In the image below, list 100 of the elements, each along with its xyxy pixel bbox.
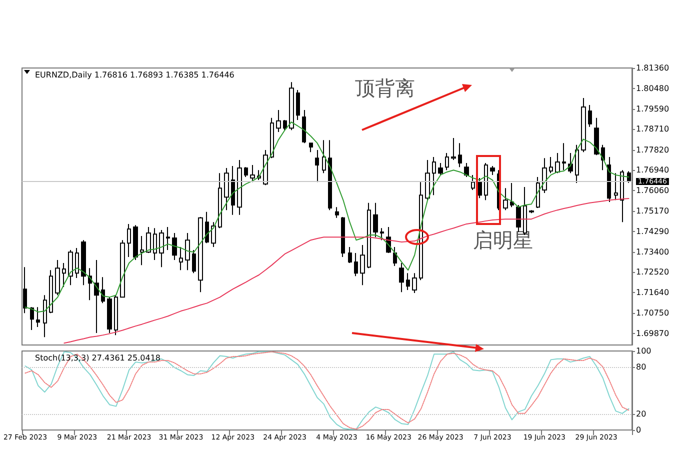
candlestick [399,262,404,293]
candlestick [153,228,157,260]
y-tick-label: 1.78710 [636,124,670,134]
candlestick [542,158,547,194]
candlestick [94,259,99,334]
candlestick [555,152,560,174]
candlestick [445,152,449,171]
candlestick [529,210,534,214]
candlestick [510,182,514,208]
y-tick-label: 1.80480 [636,84,670,93]
candlestick [205,211,209,244]
candlestick [231,165,235,216]
y-tick-label: 1.77820 [636,145,670,154]
y-tick-label: 20 [636,410,646,419]
candlestick [484,162,488,201]
candlestick [367,202,371,269]
candlestick [588,104,592,128]
candlestick [172,232,177,260]
candlestick [166,226,170,251]
candlestick [276,110,281,132]
chart-title: EURNZD,Daily 1.76816 1.76893 1.76385 1.76446 [35,70,234,80]
candlestick [393,246,397,266]
candlestick [55,259,60,296]
annotation: 顶背离 [355,76,415,100]
candlestick [335,206,339,218]
candlestick [601,144,605,171]
candlestick [348,246,352,264]
candlestick [607,156,611,202]
candlestick [43,294,47,338]
line-series [24,122,630,312]
candlestick [49,270,53,314]
candlestick [503,188,508,211]
candlestick [328,140,332,211]
candlestick [133,224,138,260]
candlestick [315,150,319,183]
candlestick [354,252,358,277]
candlestick [451,138,456,160]
chart-title: Stoch(13,3,3) 27.4361 25.0418 [35,354,161,362]
candlestick [309,142,313,153]
y-tick-label: 1.74290 [636,226,670,236]
candlestick [36,306,40,328]
y-tick-label: 1.69870 [636,328,670,338]
candlestick [120,240,125,298]
candlestick [62,262,66,288]
candlestick [263,150,268,186]
candlestick [302,110,306,144]
candlestick [146,226,151,254]
candlestick [490,165,495,176]
candlestick [192,250,196,274]
candlestick [211,222,216,248]
candlestick [575,144,579,184]
candlestick [198,216,203,293]
candlestick [101,276,105,304]
y-tick-label: 1.71640 [636,288,670,298]
candlestick [614,172,618,201]
line-series [64,198,630,344]
candlestick [218,172,222,229]
candlestick [270,117,274,159]
candlestick [432,156,436,196]
y-tick-label: 100 [636,346,652,356]
candlestick [107,296,112,334]
candlestick [406,272,410,291]
candlestick [237,159,242,216]
y-tick-label: 1.76940 [636,166,670,175]
candlestick [425,159,430,201]
candlestick [562,142,566,171]
candlestick [185,232,190,271]
candlestick [244,166,248,178]
candlestick [114,294,118,336]
candlestick [250,164,255,183]
candlestick [438,162,443,176]
candlestick [360,244,365,286]
candlestick [68,250,73,286]
candlestick [594,117,599,156]
y-tick-label: 1.72520 [636,268,670,277]
candlestick [289,82,294,131]
candlestick [30,306,34,330]
candlestick [373,202,378,238]
candlestick [536,176,540,208]
y-tick-label: 1.81360 [636,64,670,72]
candlestick [458,142,462,168]
y-tick-label: 1.79590 [636,104,670,114]
candlestick [23,266,27,314]
line-series [24,351,630,430]
y-tick-label: 1.75170 [636,206,670,216]
candlestick [341,216,345,258]
candlestick [296,89,300,120]
candlestick [179,246,183,271]
candlestick [581,98,586,153]
candlestick [81,240,86,286]
candlestick [224,168,229,211]
candlestick [412,272,417,294]
y-tick-label: 80 [636,362,646,372]
y-tick-label: 1.70750 [636,308,670,318]
y-tick-label: 1.73400 [636,247,670,256]
candlestick [140,235,144,266]
candlestick [283,119,287,131]
candlestick [471,174,475,190]
candlestick [159,229,164,268]
candlestick [75,247,79,279]
